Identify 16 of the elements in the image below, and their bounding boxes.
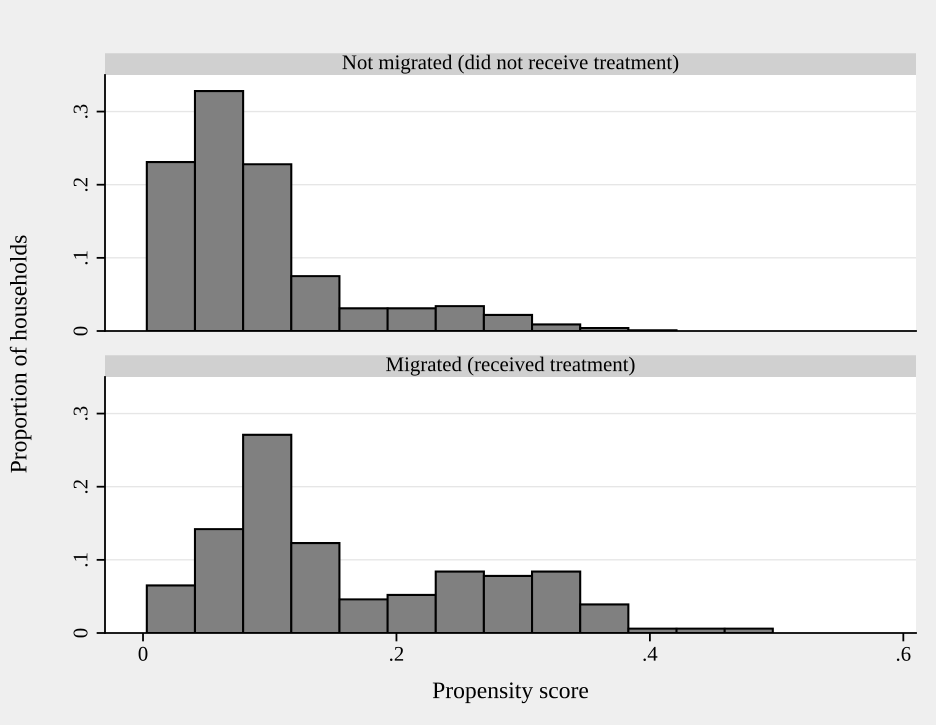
chart-title: Migrated (received treatment) xyxy=(386,356,635,376)
y-axis-title: Proportion of households xyxy=(10,235,32,473)
y-tick-label: .1 xyxy=(74,553,88,566)
y-tick-label: .2 xyxy=(74,480,88,494)
y-tick-label: .3 xyxy=(74,104,88,118)
y-tick-label: .3 xyxy=(74,406,88,420)
y-tick-label: 0 xyxy=(74,326,88,336)
x-axis-title: Propensity score xyxy=(432,682,588,704)
x-tick-label: .2 xyxy=(390,646,404,661)
y-tick-label: .2 xyxy=(74,178,88,192)
x-tick-label: 0 xyxy=(138,646,148,661)
chart-title: Not migrated (did not receive treatment) xyxy=(342,54,678,74)
y-tick-label: .1 xyxy=(74,251,88,264)
y-tick-label: 0 xyxy=(74,628,88,638)
x-tick-label: .6 xyxy=(896,646,911,661)
x-tick-label: .4 xyxy=(643,646,658,661)
